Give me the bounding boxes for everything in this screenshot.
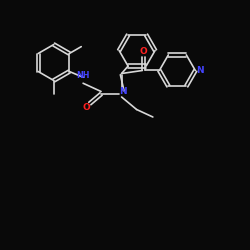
Text: O: O	[82, 104, 90, 112]
Text: NH: NH	[76, 71, 90, 80]
Text: N: N	[196, 66, 204, 75]
Text: O: O	[140, 47, 147, 56]
Text: N: N	[120, 88, 127, 96]
